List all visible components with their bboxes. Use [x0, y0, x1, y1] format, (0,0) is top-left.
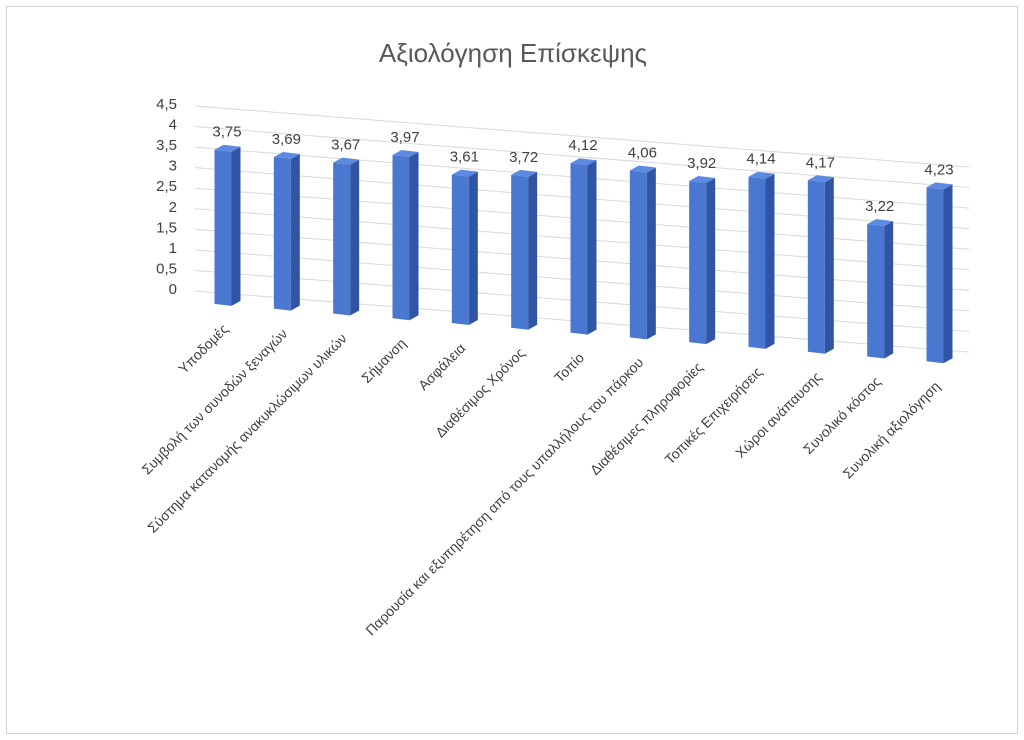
category-label: Υποδομές [175, 321, 231, 377]
category-label: Ασφάλεια [415, 340, 468, 393]
y-tick-label: 0,5 [156, 260, 177, 277]
bar [807, 175, 834, 354]
bar [511, 169, 538, 330]
bar [273, 151, 300, 311]
bar [748, 171, 775, 349]
category-label: Παρουσία και εξυπηρέτηση από τους υπαλλή… [362, 354, 646, 638]
category-label: Διαθέσιμες πληροφορίες [587, 359, 706, 478]
bar [214, 144, 241, 306]
bar [689, 175, 716, 345]
chart: Αξιολόγηση Επίσκεψης 0 0,5 1 1,5 2 2,5 3 3,5 4 4,… [138, 38, 970, 639]
y-tick-label: 1,5 [156, 219, 177, 236]
data-label: 3,69 [272, 131, 301, 148]
data-label: 3,61 [450, 149, 479, 166]
y-tick-label: 0 [169, 281, 177, 298]
data-labels: 3,75 3,69 3,67 3,97 3,61 3,72 4,12 4,06 3,92 4,14… [212, 124, 953, 215]
data-label: 3,92 [687, 155, 716, 172]
data-label: 3,72 [509, 149, 538, 166]
y-tick-label: 1 [169, 240, 177, 257]
y-tick-label: 2,5 [156, 178, 177, 195]
data-label: 4,14 [746, 151, 775, 168]
data-label: 4,17 [806, 154, 835, 171]
y-tick-label: 4,5 [156, 96, 177, 113]
data-label: 3,75 [212, 124, 241, 141]
category-label: Τοπίο [551, 349, 587, 385]
category-label: Σήμανση [358, 335, 409, 386]
data-label: 3,67 [331, 137, 360, 154]
data-label: 4,06 [628, 144, 657, 161]
bars [214, 144, 953, 364]
bar [392, 150, 419, 321]
bar [451, 169, 478, 326]
chart-frame: Αξιολόγηση Επίσκεψης 0 0,5 1 1,5 2 2,5 3 3,5 4 4,… [6, 6, 1018, 734]
bar [926, 182, 953, 364]
bar [867, 219, 894, 359]
bar [629, 165, 656, 340]
y-tick-label: 4 [169, 117, 177, 134]
data-label: 3,97 [390, 129, 419, 146]
bar [333, 157, 360, 316]
data-label: 4,23 [924, 161, 953, 178]
y-axis: 0 0,5 1 1,5 2 2,5 3 3,5 4 4,5 [156, 96, 177, 298]
gridline [194, 105, 970, 168]
gridline [194, 126, 970, 189]
y-tick-label: 3 [169, 158, 177, 175]
bar [570, 158, 597, 335]
data-label: 4,12 [568, 137, 597, 154]
data-label: 3,22 [865, 198, 894, 215]
chart-title: Αξιολόγηση Επίσκεψης [379, 38, 647, 68]
y-tick-label: 3,5 [156, 137, 177, 154]
y-tick-label: 2 [169, 199, 177, 216]
